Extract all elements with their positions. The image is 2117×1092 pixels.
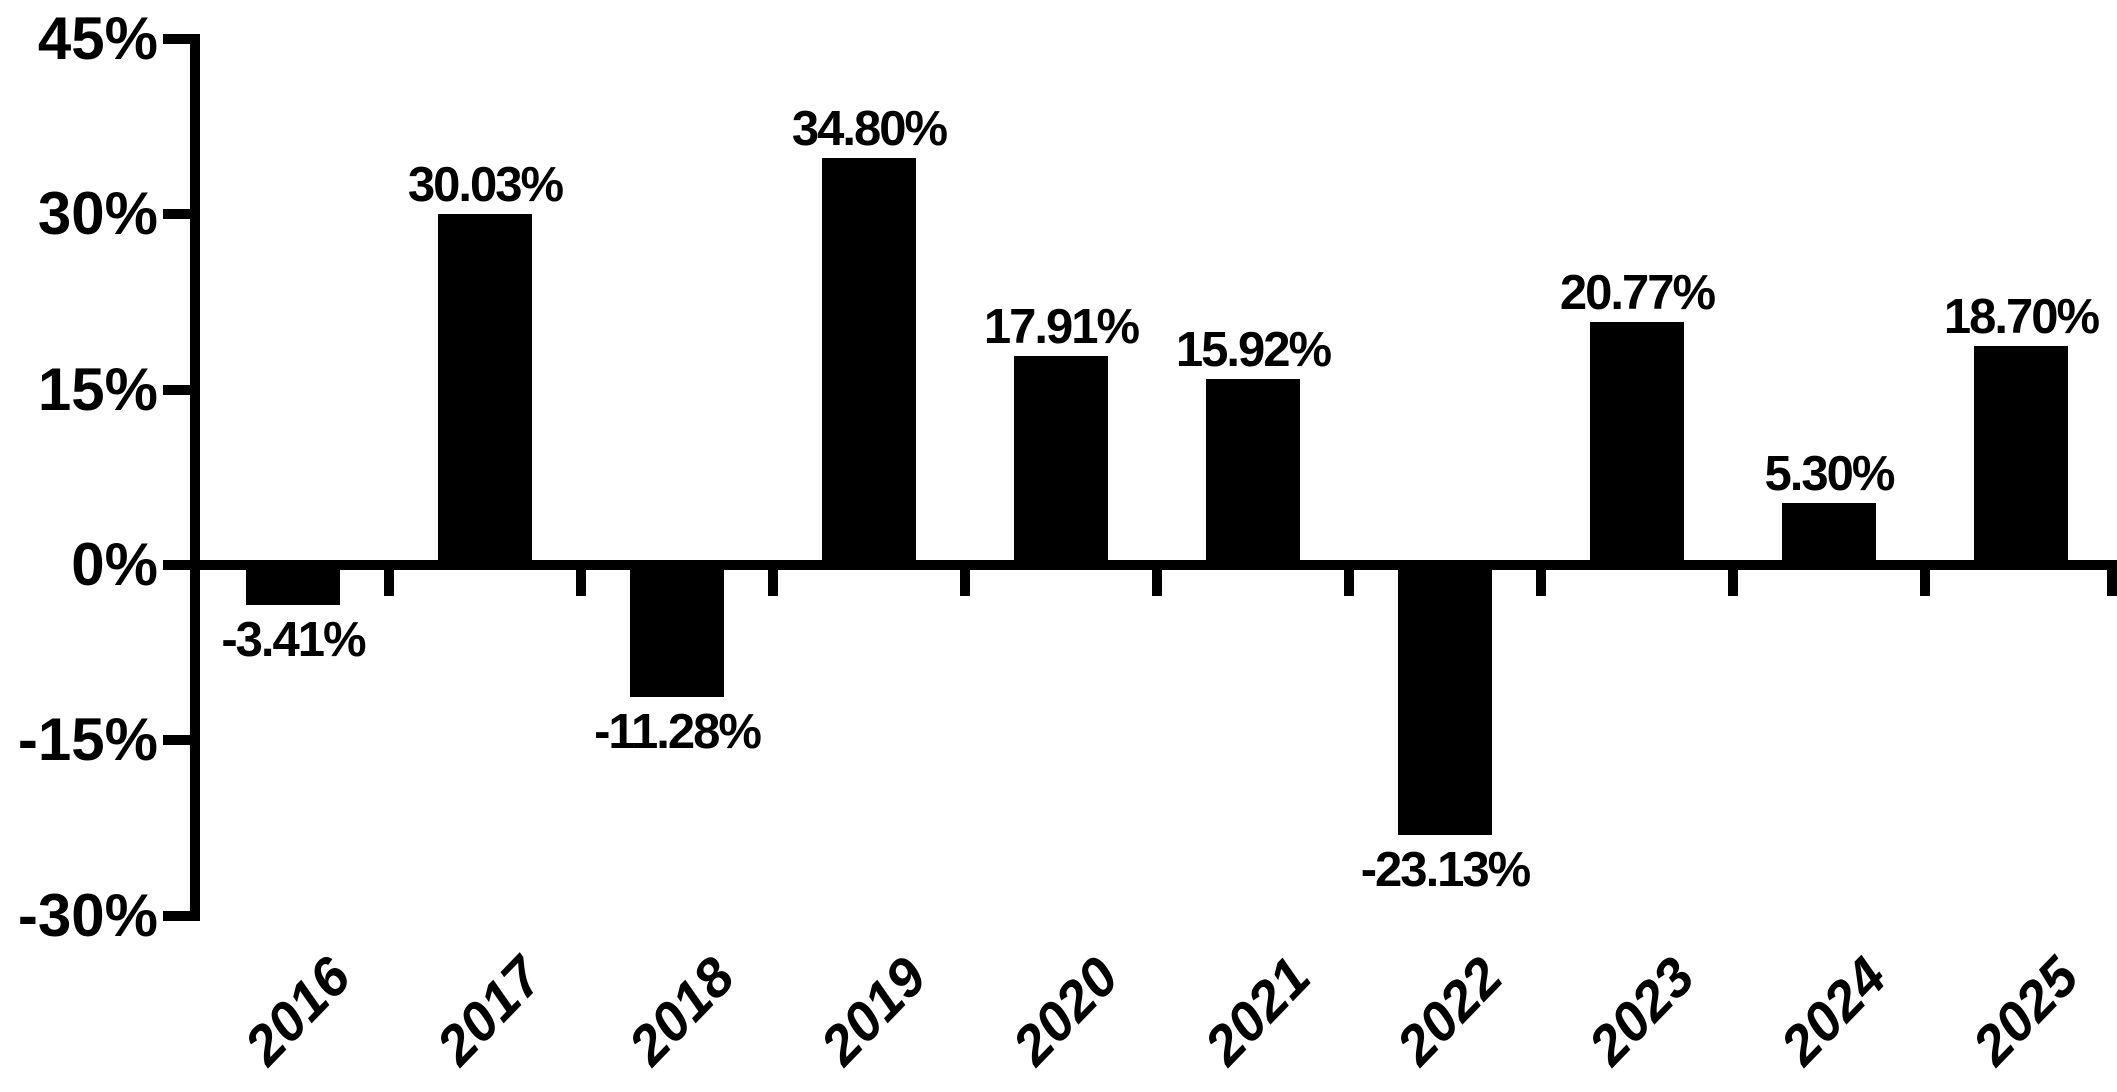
x-axis-tick [1536, 570, 1546, 596]
y-axis-tick [163, 209, 190, 220]
x-axis-label-text: 2019 [808, 945, 938, 1077]
y-axis-tick-label: 45% [37, 4, 158, 72]
x-axis-label-text: 2017 [424, 945, 554, 1077]
y-axis-tick-label: -30% [17, 881, 158, 949]
bar-2025 [1974, 346, 2068, 565]
x-axis-label-text: 2021 [1192, 945, 1322, 1077]
bar-value-label-2022: -23.13% [1360, 843, 1532, 898]
y-axis-tick-label: -15% [17, 706, 158, 774]
y-axis-tick [163, 33, 190, 44]
x-axis-line [190, 560, 2117, 570]
x-axis-tick [1920, 570, 1930, 596]
x-axis-tick [2107, 570, 2117, 596]
bar-value-label-2021: 15.92% [1175, 322, 1332, 377]
bar-2022 [1398, 565, 1492, 836]
x-axis-tick [960, 570, 970, 596]
y-axis-tick [163, 560, 190, 570]
bar-2016 [246, 565, 340, 605]
bar-value-label-2019: 34.80% [791, 102, 948, 157]
bar-value-label-2016: -3.41% [221, 612, 366, 667]
x-axis-label-text: 2023 [1576, 945, 1706, 1077]
y-axis-tick-label: 15% [37, 355, 158, 423]
x-axis-label-text: 2025 [1960, 945, 2090, 1077]
y-axis-tick-label: 0% [71, 531, 158, 598]
bar-value-label-2017: 30.03% [407, 157, 564, 212]
bar-value-label-2024: 5.30% [1764, 447, 1896, 502]
x-axis-tick [576, 570, 586, 596]
bar-value-label-2020: 17.91% [983, 299, 1140, 354]
bar-2024 [1782, 503, 1876, 565]
bar-value-label-2023: 20.77% [1559, 266, 1716, 321]
y-axis-tick-label: 30% [37, 180, 158, 248]
bar-2017 [438, 213, 532, 565]
x-axis-label-text: 2022 [1384, 945, 1514, 1077]
bar-2023 [1590, 322, 1684, 565]
x-axis-label-text: 2016 [232, 945, 362, 1077]
x-axis-tick [1728, 570, 1738, 596]
x-axis-tick [1152, 570, 1162, 596]
bar-2019 [822, 158, 916, 565]
y-axis-tick [163, 384, 190, 395]
x-axis-label-text: 2024 [1768, 945, 1898, 1077]
x-axis-tick [768, 570, 778, 596]
y-axis-tick [163, 910, 190, 921]
x-axis-tick [384, 570, 394, 596]
bar-value-label-2025: 18.70% [1943, 290, 2100, 345]
bar-value-label-2018: -11.28% [594, 704, 762, 759]
y-axis-line [190, 33, 200, 921]
bar-2020 [1014, 355, 1108, 565]
x-axis-label-text: 2018 [616, 945, 746, 1077]
bar-2021 [1206, 378, 1300, 565]
x-axis-label-text: 2020 [1000, 945, 1130, 1077]
x-axis-tick [1344, 570, 1354, 596]
bar-2018 [630, 565, 724, 697]
y-axis-tick [163, 735, 190, 746]
